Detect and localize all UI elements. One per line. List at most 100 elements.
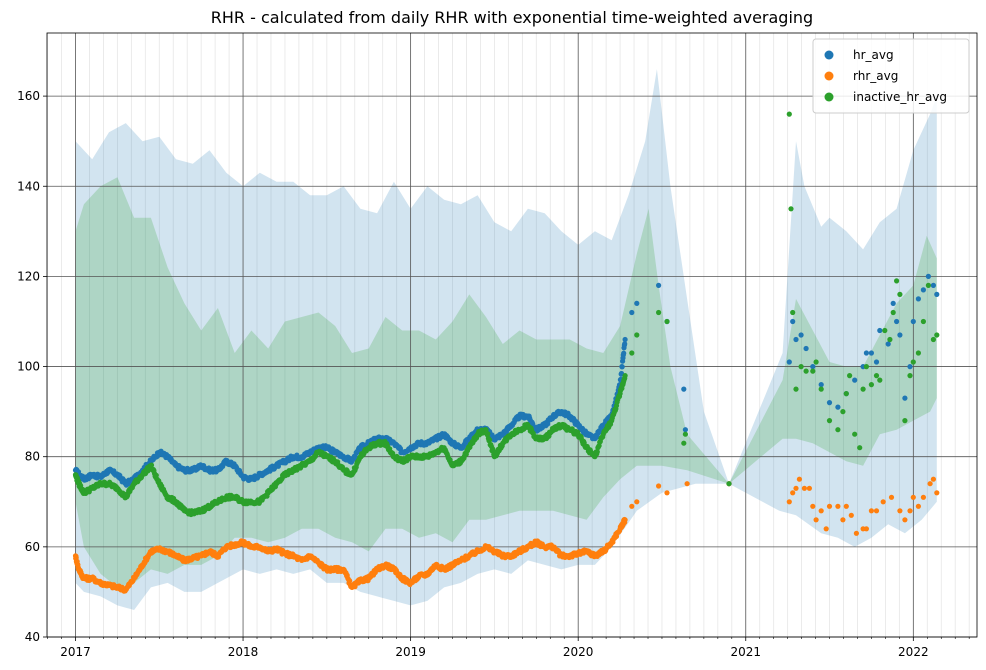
- inactive_hr_avg-point: [882, 327, 888, 334]
- chart-title: RHR - calculated from daily RHR with exp…: [211, 8, 813, 27]
- hr_avg-point: [873, 359, 880, 365]
- hr_avg-point: [629, 309, 635, 316]
- rhr_avg-point: [907, 508, 913, 514]
- rhr_avg-point: [930, 476, 937, 482]
- inactive_hr_avg-point: [622, 373, 628, 379]
- hr_avg-point: [810, 364, 816, 370]
- hr_avg-point: [793, 336, 799, 343]
- inactive-hr-avg-range-band: [75, 177, 937, 588]
- hr_avg-point: [656, 282, 662, 288]
- rhr_avg-point: [843, 503, 849, 509]
- inactive_hr_avg-point: [664, 318, 670, 325]
- inactive_hr_avg-point: [793, 386, 799, 392]
- plot-frame: [46, 32, 978, 638]
- inactive_hr_avg-point: [634, 332, 640, 338]
- hr_avg-point: [682, 427, 689, 433]
- hr_avg-point: [868, 350, 875, 356]
- hr_avg-point: [910, 318, 916, 325]
- hr_avg-point: [622, 341, 628, 347]
- data-points: [72, 111, 940, 594]
- rhr_avg-point: [880, 499, 886, 505]
- rhr_avg-point: [810, 503, 816, 509]
- y-tick-label: 120: [17, 269, 40, 283]
- rhr_avg-point: [813, 517, 819, 523]
- rhr_avg-point: [902, 517, 908, 523]
- inactive_hr_avg-point: [810, 368, 816, 374]
- legend-marker-inactive-hr-avg: [824, 92, 834, 102]
- y-tick-label: 60: [25, 540, 40, 554]
- inactive_hr_avg-point: [786, 111, 792, 117]
- inactive_hr_avg-point: [860, 386, 866, 392]
- inactive_hr_avg-point: [894, 278, 900, 284]
- hr_avg-point: [852, 377, 858, 383]
- hr_avg-point: [798, 332, 804, 338]
- legend-marker-hr-avg: [824, 50, 834, 60]
- hr_avg-point: [826, 400, 833, 406]
- rhr_avg-point: [793, 485, 799, 491]
- hr_avg-point: [934, 291, 940, 297]
- rhr_avg-point: [873, 508, 880, 514]
- inactive_hr_avg-point: [840, 409, 846, 415]
- inactive_hr_avg-point: [890, 309, 896, 316]
- legend: hr_avg rhr_avg inactive_hr_avg: [812, 38, 970, 114]
- inactive_hr_avg-point: [485, 431, 491, 437]
- inactive_hr_avg-point: [656, 309, 662, 316]
- inactive_hr_avg-point: [907, 373, 913, 379]
- rhr_avg-point: [684, 481, 690, 487]
- inactive_hr_avg-point: [910, 359, 916, 365]
- inactive_hr_avg-point: [843, 391, 849, 397]
- legend-label-hr-avg: hr_avg: [853, 48, 894, 62]
- hr_avg-point: [622, 336, 628, 343]
- rhr_avg-point: [897, 508, 903, 514]
- inactive_hr_avg-point: [915, 350, 922, 356]
- inactive_hr_avg-point: [798, 364, 804, 370]
- rhr_avg-point: [826, 503, 833, 509]
- inactive_hr_avg-point: [594, 449, 600, 455]
- rhr_avg-point: [656, 483, 662, 489]
- x-tick-label: 2020: [563, 645, 594, 659]
- y-tick-label: 40: [25, 630, 40, 644]
- rhr_avg-point: [634, 499, 640, 505]
- hr_avg-point: [877, 327, 883, 334]
- inactive_hr_avg-point: [920, 318, 927, 325]
- rhr_avg-point: [863, 526, 870, 532]
- rhr_avg-point: [801, 485, 808, 491]
- legend-marker-rhr-avg: [824, 71, 834, 81]
- rhr_avg-point: [848, 512, 854, 518]
- range-bands: [75, 69, 937, 611]
- axes: 2017 2018 2019 2020 2021 2022 40 60 80 100 120 140 1…: [17, 89, 970, 659]
- hr_avg-point: [897, 332, 903, 338]
- hr_avg-point: [907, 364, 913, 370]
- legend-label-rhr-avg: rhr_avg: [853, 69, 898, 83]
- rhr_avg-point: [790, 490, 796, 496]
- inactive_hr_avg-point: [934, 332, 940, 338]
- rhr_avg-point: [920, 494, 927, 500]
- rhr_avg-point: [796, 476, 803, 482]
- x-tick-label: 2017: [60, 645, 91, 659]
- inactive_hr_avg-point: [868, 382, 875, 388]
- hr_avg-point: [915, 296, 922, 302]
- inactive_hr_avg-point: [803, 368, 809, 374]
- hr_avg-point: [925, 273, 932, 279]
- hr_avg-point: [786, 359, 792, 365]
- major-grid: [47, 33, 977, 638]
- hr_avg-point: [681, 386, 687, 392]
- rhr_avg-point: [622, 517, 628, 523]
- inactive_hr_avg-point: [930, 336, 937, 343]
- inactive_hr_avg-point: [629, 350, 635, 356]
- legend-label-inactive-hr-avg: inactive_hr_avg: [853, 90, 947, 104]
- rhr_avg-point: [915, 503, 922, 509]
- y-tick-label: 160: [17, 89, 40, 103]
- inactive_hr_avg-point: [818, 386, 824, 392]
- hr_avg-point: [890, 300, 896, 306]
- inactive_hr_avg-point: [873, 373, 880, 379]
- hr_avg-point: [902, 395, 908, 401]
- inactive_hr_avg-point: [925, 282, 932, 288]
- inactive_hr_avg-point: [835, 427, 841, 433]
- rhr_avg-series: [72, 476, 940, 594]
- rhr_avg-point: [818, 508, 824, 514]
- x-tick-label: 2022: [898, 645, 929, 659]
- hr_avg-point: [634, 300, 640, 306]
